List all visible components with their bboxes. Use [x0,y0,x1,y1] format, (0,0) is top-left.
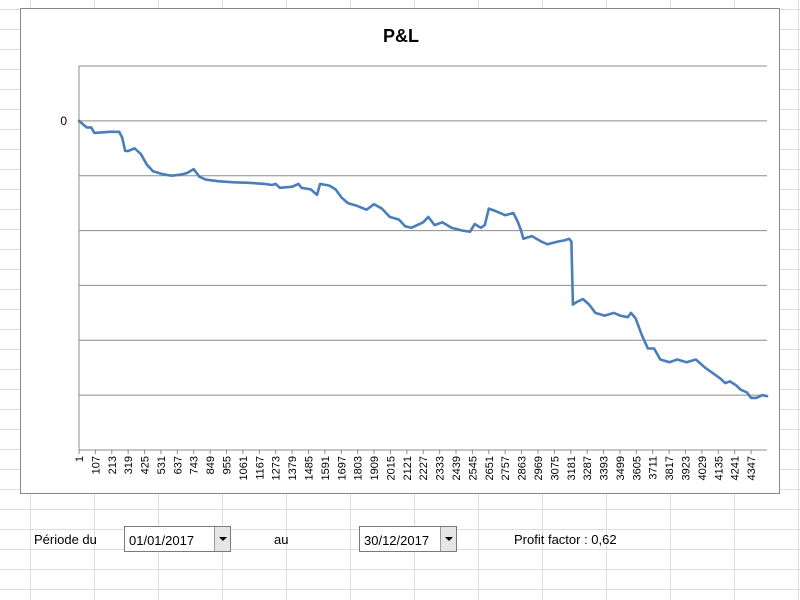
periode-label: Période du [34,532,97,547]
x-tick-label: 3923 [681,456,693,480]
x-tick-label: 3181 [566,456,578,480]
x-tick-label: 3499 [615,456,627,480]
chart-area: 1 107 213 319 425 531 637 743 849 955 1061 1167 1273… [20,8,780,494]
x-tick-label: 3287 [582,456,594,480]
chevron-down-icon[interactable] [440,527,456,551]
x-tick-label: 3711 [648,456,660,480]
y-tick-label: 0 [60,114,67,128]
x-tick-label: 2015 [385,456,397,480]
x-tick-label: 2121 [402,456,414,480]
period-controls: Période du 01/01/2017 au 30/12/2017 Prof… [0,524,800,560]
x-tick-label: 4241 [730,456,742,480]
profit-factor-label: Profit factor : 0,62 [514,532,617,547]
x-tick-label: 2757 [500,456,512,480]
pnl-line-chart: 1 107 213 319 425 531 637 743 849 955 1061 1167 1273… [60,26,769,480]
x-tick-label: 2651 [484,456,496,480]
x-tick-label: 2439 [451,456,463,480]
x-tick-label: 4029 [697,456,709,480]
x-tick-label: 3605 [631,456,643,480]
x-tick-label: 4135 [713,456,725,480]
date-from-value: 01/01/2017 [129,533,195,548]
x-tick-label: 1485 [303,456,315,480]
x-tick-label: 213 [107,456,119,474]
x-tick-label: 1379 [287,456,299,480]
x-tick-label: 637 [172,456,184,474]
x-tick-label: 3075 [549,456,561,480]
x-tick-label: 849 [205,456,217,474]
x-tick-label: 1803 [353,456,365,480]
x-tick-label: 3393 [599,456,611,480]
x-tick-label: 1 [74,456,86,462]
x-tick-label: 2227 [418,456,430,480]
x-tick-label: 3817 [664,456,676,480]
x-tick-label: 955 [222,456,234,474]
chart-title: P&L [383,26,419,46]
x-tick-label: 1697 [336,456,348,480]
x-tick-label: 425 [140,456,152,474]
grid-lines [79,65,767,396]
x-tick-label: 2863 [517,456,529,480]
chevron-down-icon[interactable] [214,527,230,551]
x-tick-label: 743 [189,456,201,474]
date-to-value: 30/12/2017 [364,533,430,548]
x-tick-label: 4347 [746,456,758,480]
x-tick-label: 1061 [238,456,250,480]
x-tick-label: 2969 [533,456,545,480]
x-tick-label: 1167 [254,456,266,480]
x-tick-label: 319 [123,456,135,474]
y-tick-labels: 0 [60,114,67,128]
x-tick-label: 531 [156,456,168,474]
series [77,119,769,400]
pnl-series-line [77,119,769,400]
x-tick-label: 107 [90,456,102,474]
x-tick-label: 1909 [369,456,381,480]
au-label: au [274,532,289,547]
date-from-select[interactable]: 01/01/2017 [124,526,231,552]
date-to-select[interactable]: 30/12/2017 [359,526,457,552]
x-tick-label: 2545 [467,456,479,480]
x-tick-label: 1591 [320,456,332,480]
x-tick-label: 2333 [435,456,447,480]
x-tick-label: 1273 [271,456,283,480]
x-tick-labels: 1 107 213 319 425 531 637 743 849 955 1061 1167 1273… [74,450,758,480]
axes [78,66,767,451]
